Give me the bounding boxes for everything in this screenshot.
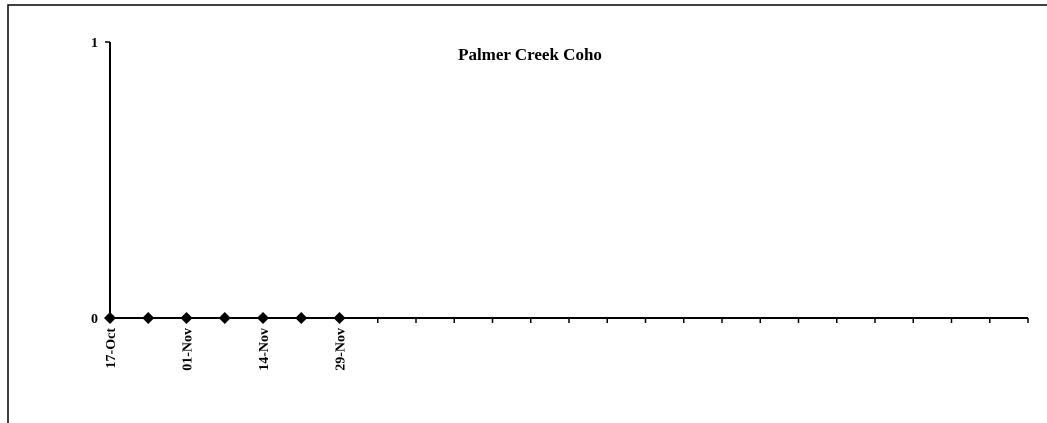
x-tick-label: 17-Oct [104,328,119,369]
point-marker [104,312,116,324]
y-tick-label: 1 [91,36,98,51]
point-marker [295,312,308,324]
point-marker [257,312,269,324]
point-marker [142,312,155,324]
point-marker [218,312,231,324]
point-marker [333,312,346,324]
chart-frame [7,4,1047,423]
point-marker [180,312,193,324]
chart-title: Palmer Creek Coho [458,45,602,64]
x-tick-label: 29-Nov [334,328,349,371]
x-tick-label: 01-Nov [181,328,196,371]
y-tick-label: 0 [91,312,98,327]
x-tick-label: 14-Nov [257,328,272,371]
